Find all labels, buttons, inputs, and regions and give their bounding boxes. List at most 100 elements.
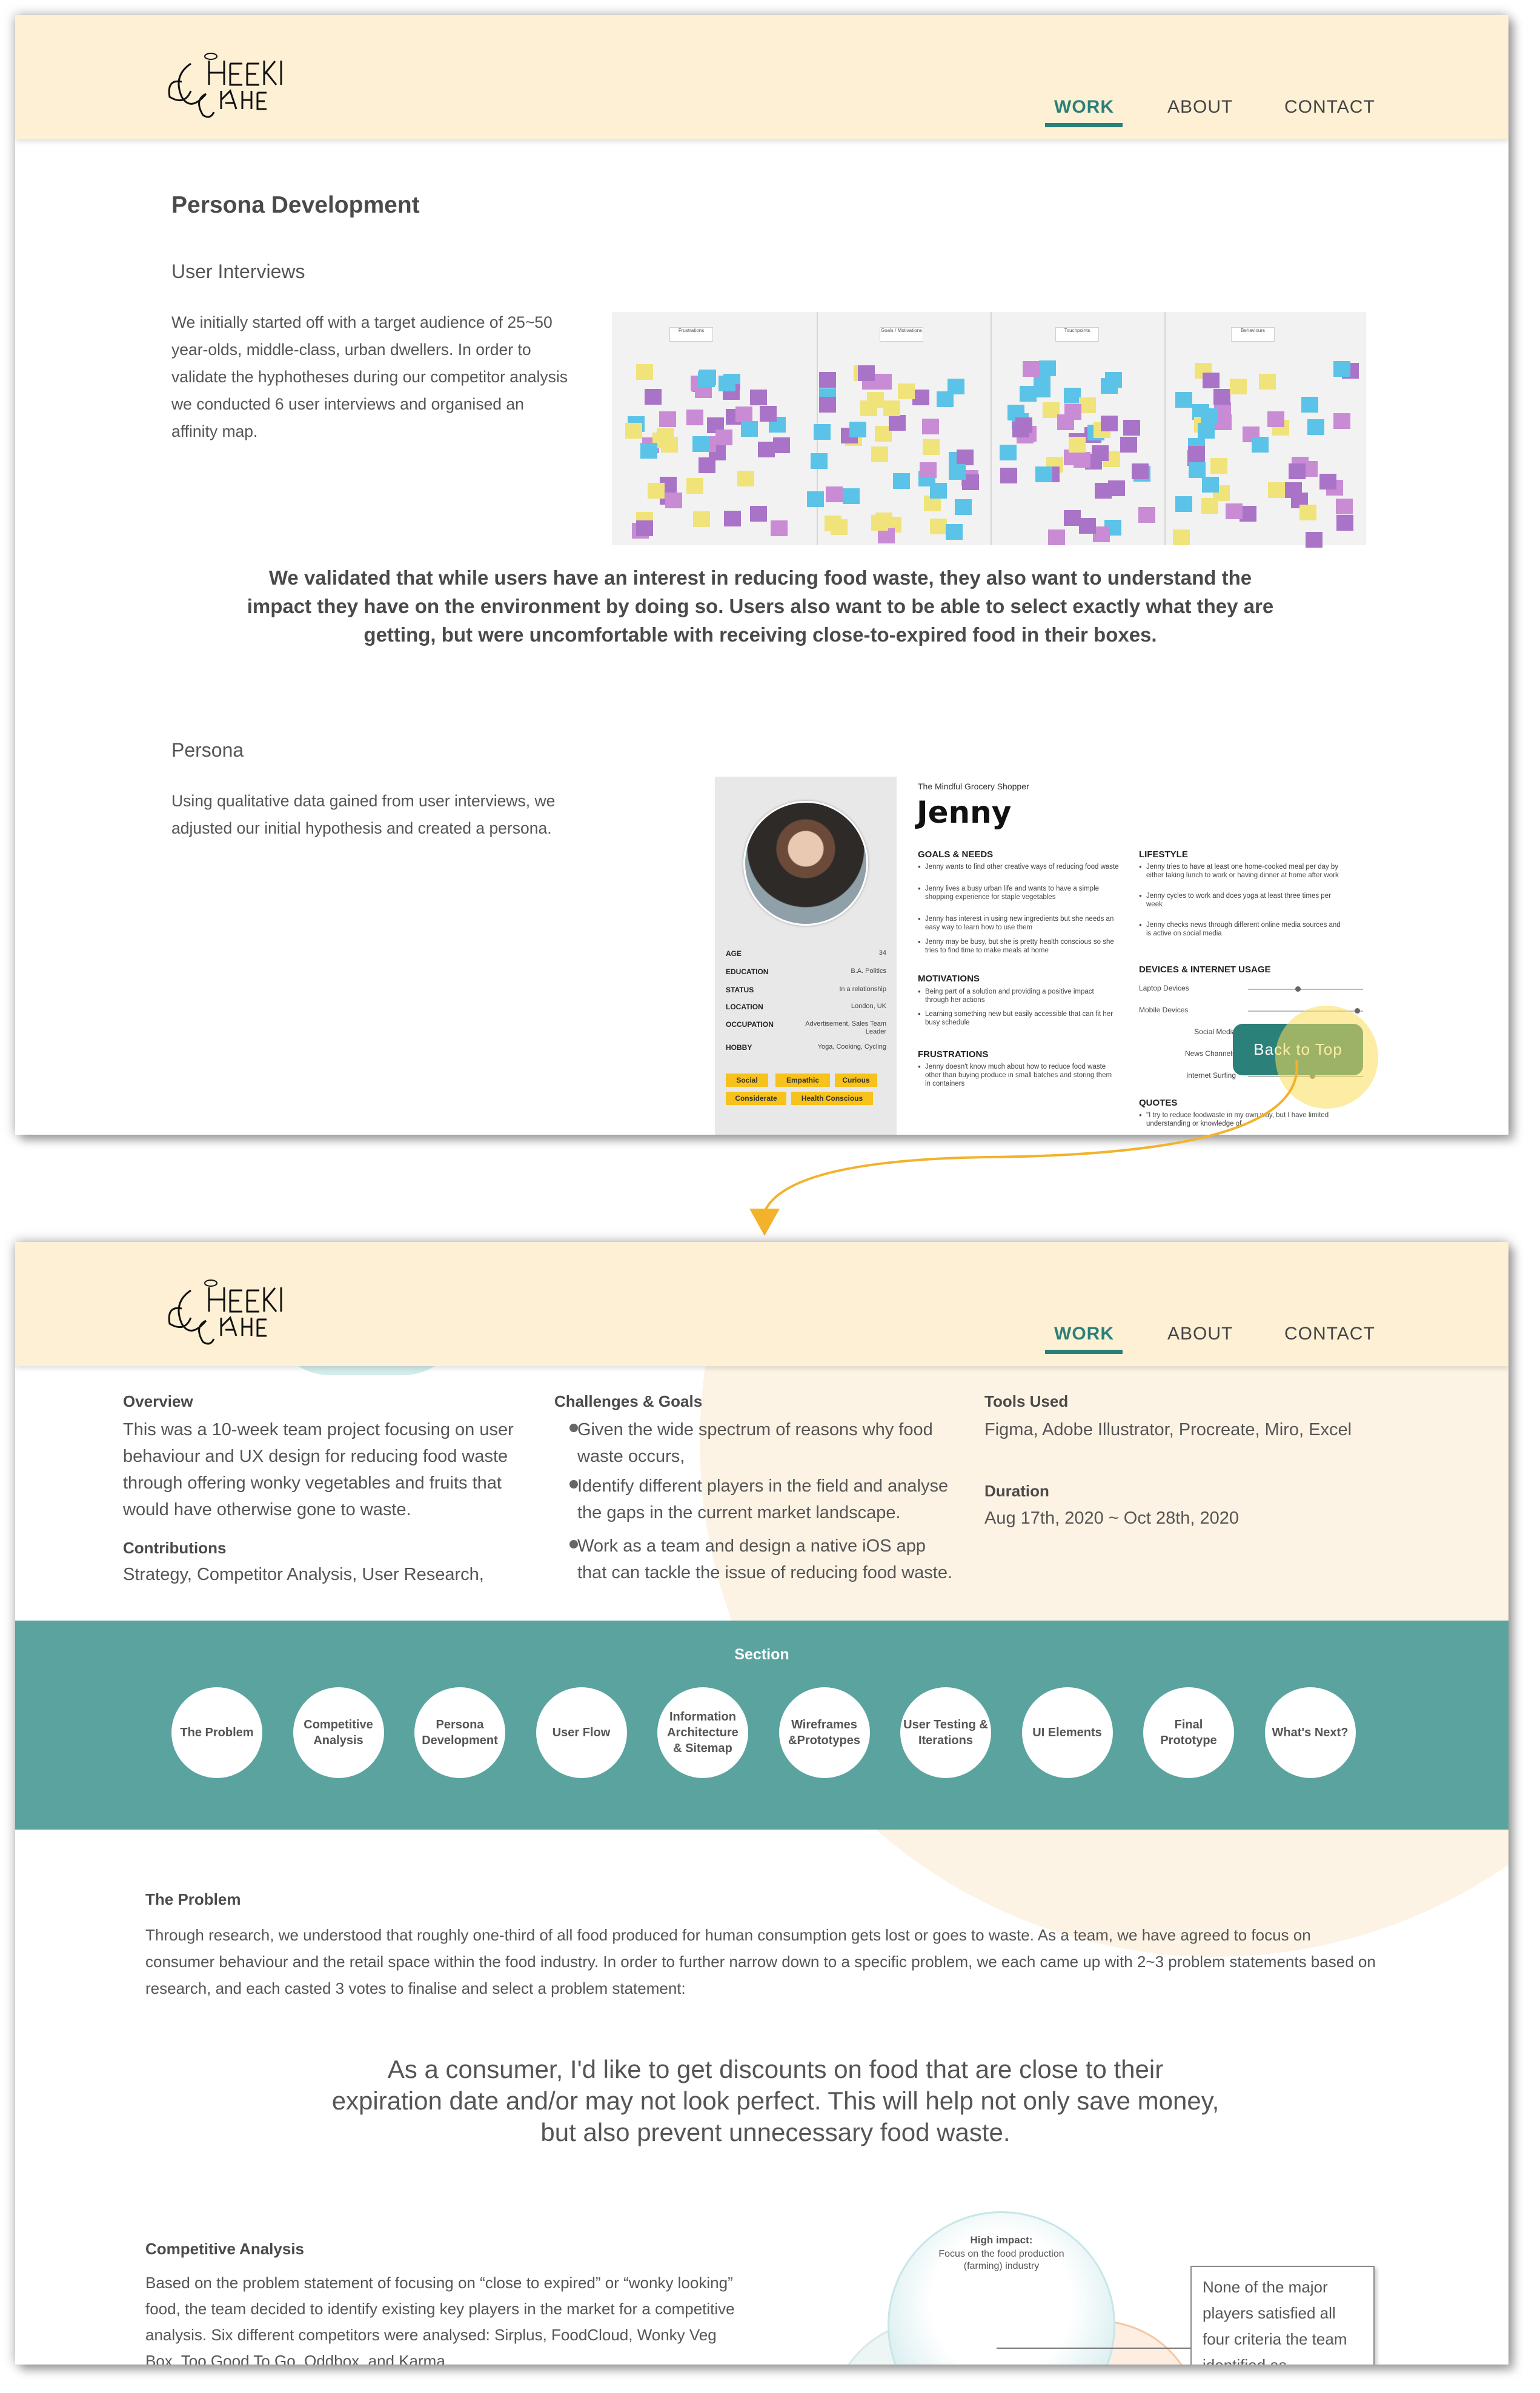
sticky-note [625,422,642,439]
nav-about[interactable]: ABOUT [1167,97,1233,117]
sticky-note [948,463,966,480]
sticky-note [1120,436,1137,453]
persona-text: Using qualitative data gained from user … [171,792,556,837]
detail-key: LOCATION [726,1003,763,1011]
sticky-note [1123,420,1141,436]
section-link-label: User Flow [552,1726,611,1739]
tools-label: Tools Used [984,1392,1069,1410]
sticky-note [645,388,662,405]
section-link[interactable]: Wireframes &Prototypes [778,1687,870,1778]
sticky-note [1267,482,1285,499]
sticky-note [1064,403,1081,420]
section-link-label: The Problem [180,1726,254,1739]
bullet-icon [569,1540,578,1548]
section-link-label: Persona Development [422,1718,498,1747]
affinity-header: Behaviours [1231,327,1275,342]
sticky-note [1299,505,1317,521]
sticky-note [698,371,715,388]
persona-name: Jenny [917,795,1012,830]
section-link[interactable]: UI Elements [1021,1687,1113,1778]
sticky-note [893,473,911,489]
detail-value: Yoga, Cooking, Cycling [817,1043,886,1050]
sticky-note [1092,445,1109,462]
sticky-note [860,400,877,417]
persona-trait-tag: Empathic [775,1074,830,1087]
section-link[interactable]: What's Next? [1264,1687,1356,1778]
section-link[interactable]: The Problem [171,1687,262,1778]
sticky-note [922,419,940,435]
sticky-note [741,421,758,437]
sticky-note [1138,506,1155,523]
nav-work[interactable]: WORK [1054,1324,1114,1344]
persona-list-item: Jenny cycles to work and does yoga at le… [1139,892,1343,909]
section-link[interactable]: User Flow [536,1687,627,1778]
device-label: Mobile Devices [1139,1006,1189,1014]
persona-section-heading: GOALS & NEEDS [918,849,994,860]
persona-section-heading: QUOTES [1139,1098,1178,1108]
persona-detail-row: LOCATION London, UK [726,1003,886,1011]
sticky-note [1267,411,1285,428]
sticky-note [749,506,767,522]
nav-contact[interactable]: CONTACT [1284,1324,1375,1344]
sticky-note [871,446,889,462]
affinity-header: Goals / Motivations [880,327,923,342]
sticky-note [686,410,703,426]
persona-list-item: Being part of a solution and providing a… [918,987,1119,1004]
nav-contact[interactable]: CONTACT [1284,97,1375,117]
section-label: Section [734,1646,789,1663]
problem-text: Through research, we understood that rou… [145,1926,1376,1997]
sticky-note [1100,416,1118,432]
sticky-note [724,510,742,526]
user-interviews-heading: User Interviews [171,261,305,282]
sticky-note [849,421,866,437]
sticky-note [1069,437,1086,453]
persona-trait-tag: Curious [835,1074,877,1087]
persona-subtitle: The Mindful Grocery Shopper [918,782,1029,791]
sticky-note [640,443,658,459]
sticky-note [898,383,915,399]
sticky-note [1200,408,1218,424]
device-usage-dot [1295,986,1301,992]
section-link-label: User Testing & Iterations [903,1718,988,1747]
section-link-label: Wireframes &Prototypes [788,1718,860,1747]
overview-text: This was a 10-week team project focusing… [123,1420,514,1519]
sticky-note [1064,387,1081,403]
sticky-note [1175,392,1193,408]
persona-section-heading: MOTIVATIONS [918,974,980,984]
sticky-note [665,493,682,509]
venn-top-sub: Focus on the food production (farming) i… [938,2249,1064,2271]
nav-about[interactable]: ABOUT [1167,1324,1233,1344]
problem-title: The Problem [145,1890,241,1908]
section-link[interactable]: Final Prototype [1143,1687,1234,1778]
sticky-note [636,363,654,380]
sticky-note [693,511,711,527]
section-link[interactable]: Persona Development [414,1687,505,1778]
section-link[interactable]: Information Architecture & Sitemap [657,1687,748,1778]
detail-key: AGE [726,949,742,958]
sticky-note [1197,422,1215,439]
sticky-note [831,519,848,536]
sticky-note [819,396,837,413]
sticky-note [773,437,791,453]
sticky-note [810,453,828,469]
device-usage-bar [1248,986,1363,992]
cheeki-chae-logo[interactable] [158,39,297,124]
persona-list-item: Jenny checks news through different onli… [1139,921,1343,938]
detail-value: B.A. Politics [851,967,886,975]
sticky-note [656,428,674,445]
sticky-note [875,373,892,390]
persona-list-item: Jenny lives a busy urban life and wants … [918,885,1119,901]
sticky-note [1035,466,1052,483]
overview-label: Overview [123,1392,193,1410]
cheeki-chae-logo[interactable] [158,1266,297,1351]
section-link-label: Competitive Analysis [304,1718,373,1747]
affinity-divider [1164,312,1166,545]
sticky-note [735,407,753,422]
section-link[interactable]: Competitive Analysis [293,1687,384,1778]
duration-label: Duration [984,1482,1049,1500]
section-link[interactable]: User Testing & Iterations [900,1687,991,1778]
nav-work[interactable]: WORK [1054,97,1114,117]
sticky-note [1210,458,1228,474]
affinity-divider [991,312,992,545]
persona-development-screen: WORK ABOUT CONTACT Persona Development U… [15,15,1508,1135]
